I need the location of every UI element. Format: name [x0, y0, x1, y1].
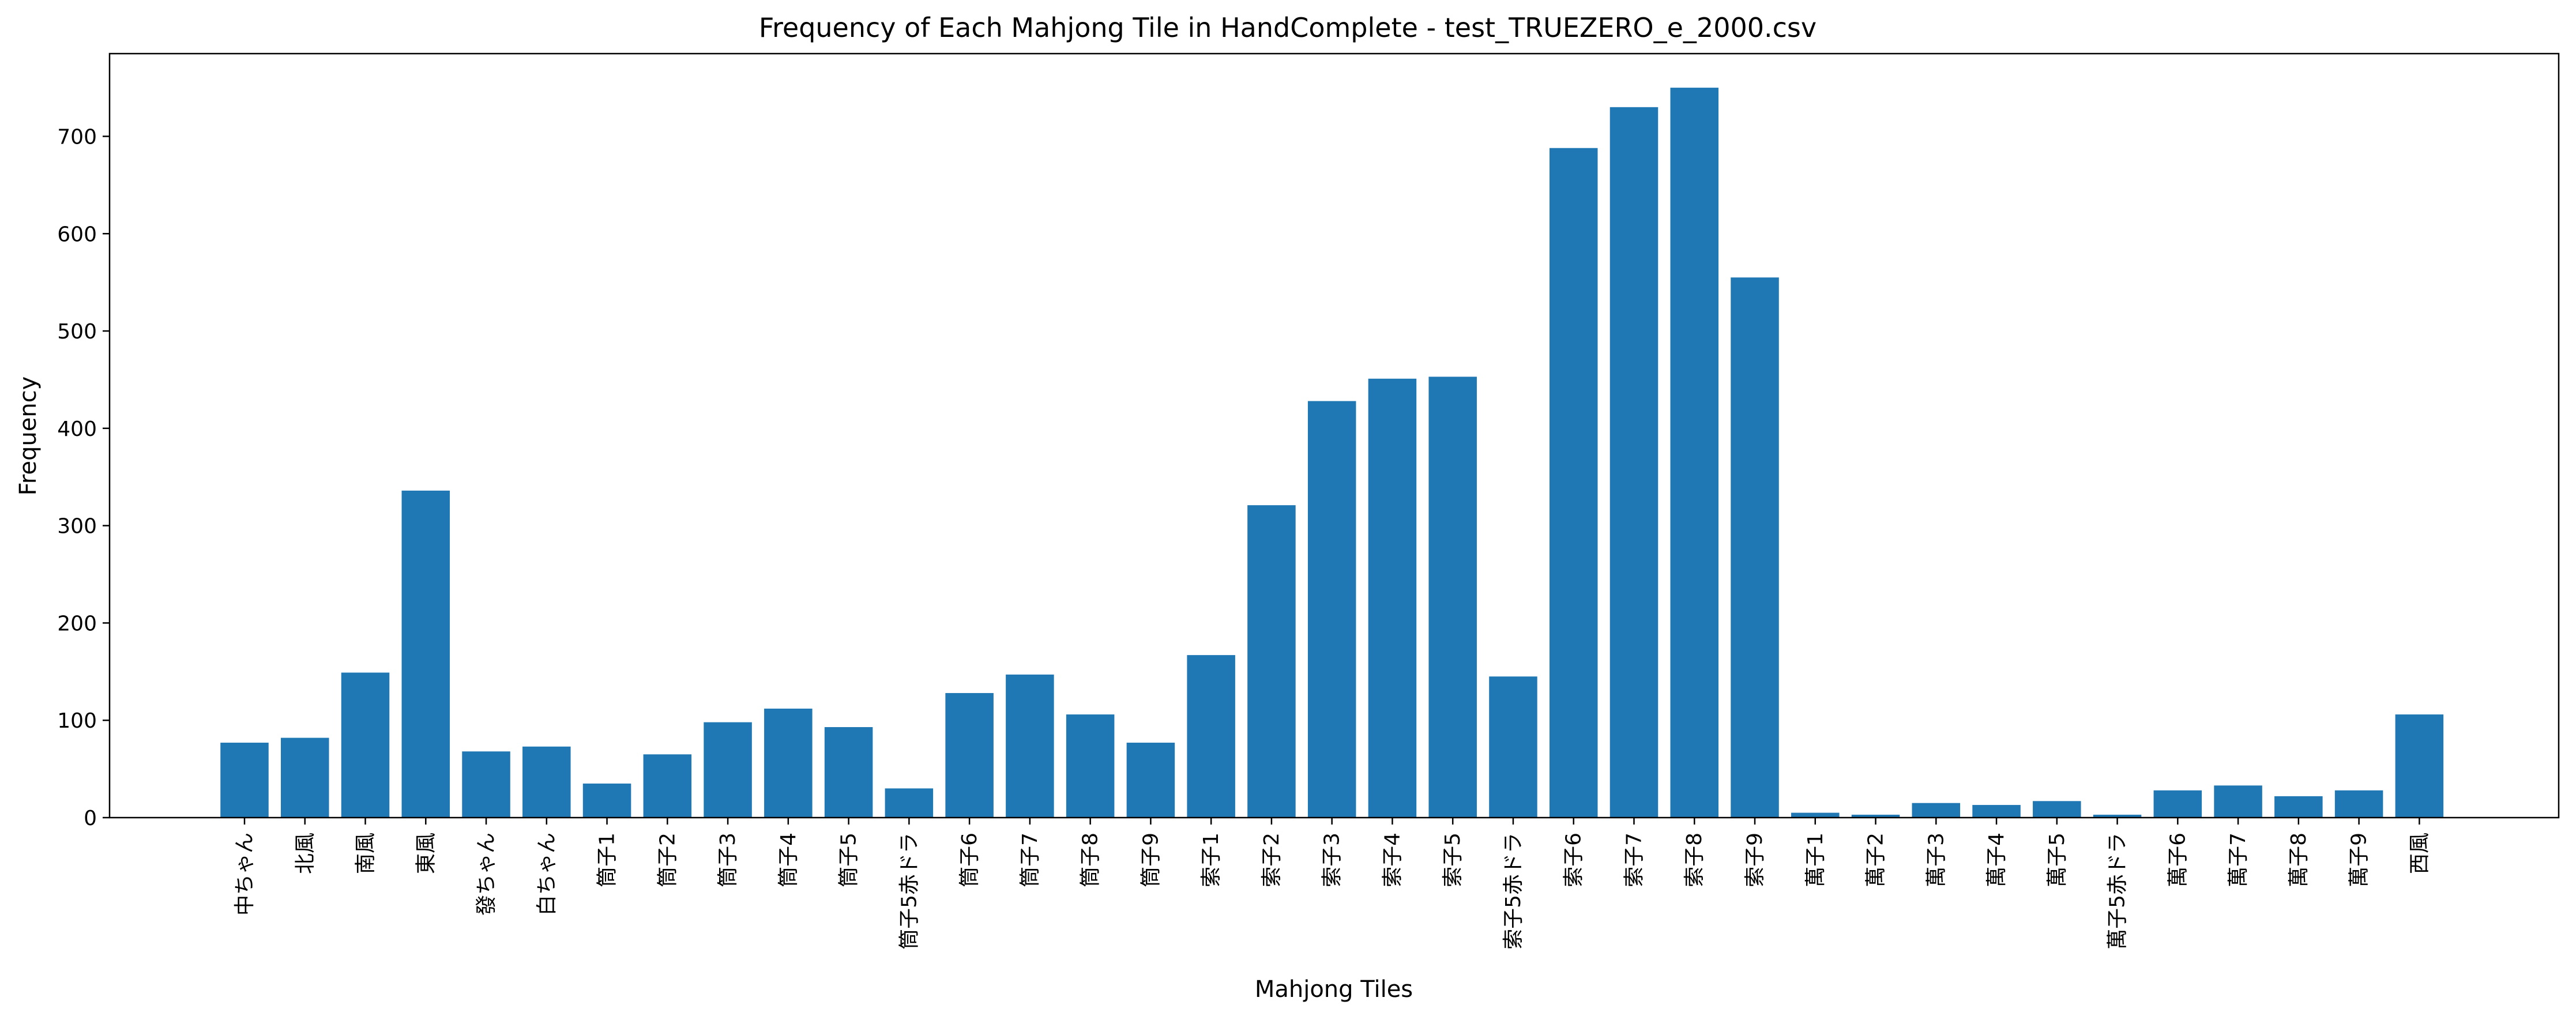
- y-axis-label: Frequency: [15, 377, 42, 496]
- x-tick-label: 筒子5赤ドラ: [897, 833, 921, 950]
- x-tick-label: 索子4: [1381, 833, 1404, 887]
- bar: [1006, 674, 1054, 818]
- x-tick-label: 索子6: [1562, 833, 1586, 887]
- bar: [401, 490, 450, 818]
- x-tick-label: 南風: [354, 833, 378, 874]
- x-tick-label: 筒子9: [1139, 833, 1163, 887]
- bar: [2395, 714, 2444, 818]
- bar: [341, 672, 390, 818]
- bar: [1731, 277, 1779, 818]
- bar: [2214, 785, 2262, 818]
- y-tick-label: 500: [57, 320, 97, 344]
- x-tick-label: 萬子6: [2166, 833, 2190, 887]
- x-tick-label: 萬子2: [1864, 833, 1888, 887]
- x-tick-label: 索子1: [1199, 833, 1223, 887]
- x-tick-label: 萬子8: [2287, 833, 2311, 887]
- x-tick-label: 筒子5: [837, 833, 861, 887]
- x-axis-ticks: 中ちゃん 北風 南風 東風 發ちゃん 白ちゃん 筒子1 筒子2 筒子3 筒子4 筒子5 筒子5赤ドラ 筒…: [233, 818, 2431, 950]
- y-tick-label: 0: [84, 807, 97, 830]
- y-tick-label: 700: [57, 125, 97, 149]
- x-tick-label: 萬子1: [1804, 833, 1827, 887]
- x-tick-label: 萬子9: [2348, 833, 2371, 887]
- x-tick-label: 萬子4: [1985, 833, 2009, 887]
- bar: [1609, 107, 1659, 818]
- x-tick-label: 發ちゃん: [475, 833, 498, 916]
- bar: [643, 754, 692, 818]
- bar: [2033, 801, 2081, 818]
- bar: [1187, 655, 1235, 818]
- plot-frame: [108, 52, 2560, 819]
- bar: [1307, 401, 1356, 818]
- x-tick-label: 筒子8: [1079, 833, 1103, 887]
- x-tick-label: 東風: [414, 833, 438, 874]
- bar: [2274, 796, 2323, 818]
- bar: [1670, 88, 1718, 818]
- y-tick-label: 400: [57, 417, 97, 441]
- x-tick-label: 西風: [2408, 833, 2431, 874]
- x-tick-label: 北風: [294, 833, 317, 874]
- x-tick-label: 索子2: [1260, 833, 1284, 887]
- bar: [1912, 803, 1961, 818]
- y-tick-label: 100: [57, 709, 97, 733]
- x-tick-label: 筒子1: [596, 833, 619, 887]
- bar: [1851, 814, 1900, 818]
- x-tick-label: 索子9: [1743, 833, 1767, 887]
- x-tick-label: 索子5赤ドラ: [1502, 833, 1525, 950]
- bar: [1791, 812, 1840, 818]
- bar: [1247, 505, 1296, 818]
- bar: [582, 783, 631, 818]
- bar: [281, 737, 329, 818]
- x-tick-label: 索子3: [1321, 833, 1344, 887]
- bar: [2093, 814, 2142, 818]
- x-tick-label: 白ちゃん: [535, 833, 559, 916]
- x-tick-label: 萬子5赤ドラ: [2106, 833, 2130, 950]
- bar: [1972, 805, 2021, 818]
- bar: [1549, 148, 1598, 818]
- x-tick-label: 筒子2: [656, 833, 679, 887]
- bar: [462, 751, 510, 818]
- bars-group: [220, 88, 2444, 818]
- bar: [885, 788, 934, 818]
- bar: [1066, 714, 1115, 818]
- bar: [824, 727, 873, 818]
- bar: [1428, 377, 1477, 818]
- x-tick-label: 筒子6: [958, 833, 981, 887]
- bar: [2153, 790, 2202, 818]
- x-tick-label: 筒子3: [716, 833, 740, 887]
- y-tick-label: 300: [57, 515, 97, 539]
- x-tick-label: 中ちゃん: [233, 833, 257, 916]
- bar: [1126, 743, 1175, 818]
- x-tick-label: 萬子3: [1924, 833, 1948, 887]
- bar: [220, 743, 269, 818]
- x-axis-label: Mahjong Tiles: [1255, 976, 1413, 1003]
- y-tick-label: 200: [57, 612, 97, 635]
- y-axis-ticks: 0 100 200 300 400 500 600 700: [57, 125, 110, 830]
- bar: [764, 708, 813, 818]
- y-tick-label: 600: [57, 223, 97, 246]
- bar: [522, 746, 571, 818]
- chart-title: Frequency of Each Mahjong Tile in HandCo…: [759, 12, 1817, 43]
- x-tick-label: 筒子4: [777, 833, 800, 887]
- x-tick-label: 索子8: [1683, 833, 1706, 887]
- x-tick-label: 索子5: [1441, 833, 1465, 887]
- x-tick-label: 萬子7: [2227, 833, 2250, 887]
- bar: [704, 722, 752, 818]
- x-tick-label: 萬子5: [2045, 833, 2069, 887]
- bar: [1368, 378, 1417, 818]
- bar: [2334, 790, 2383, 818]
- bar: [1489, 676, 1537, 818]
- x-tick-label: 筒子7: [1018, 833, 1042, 887]
- bar: [945, 692, 994, 818]
- x-tick-label: 索子7: [1622, 833, 1646, 887]
